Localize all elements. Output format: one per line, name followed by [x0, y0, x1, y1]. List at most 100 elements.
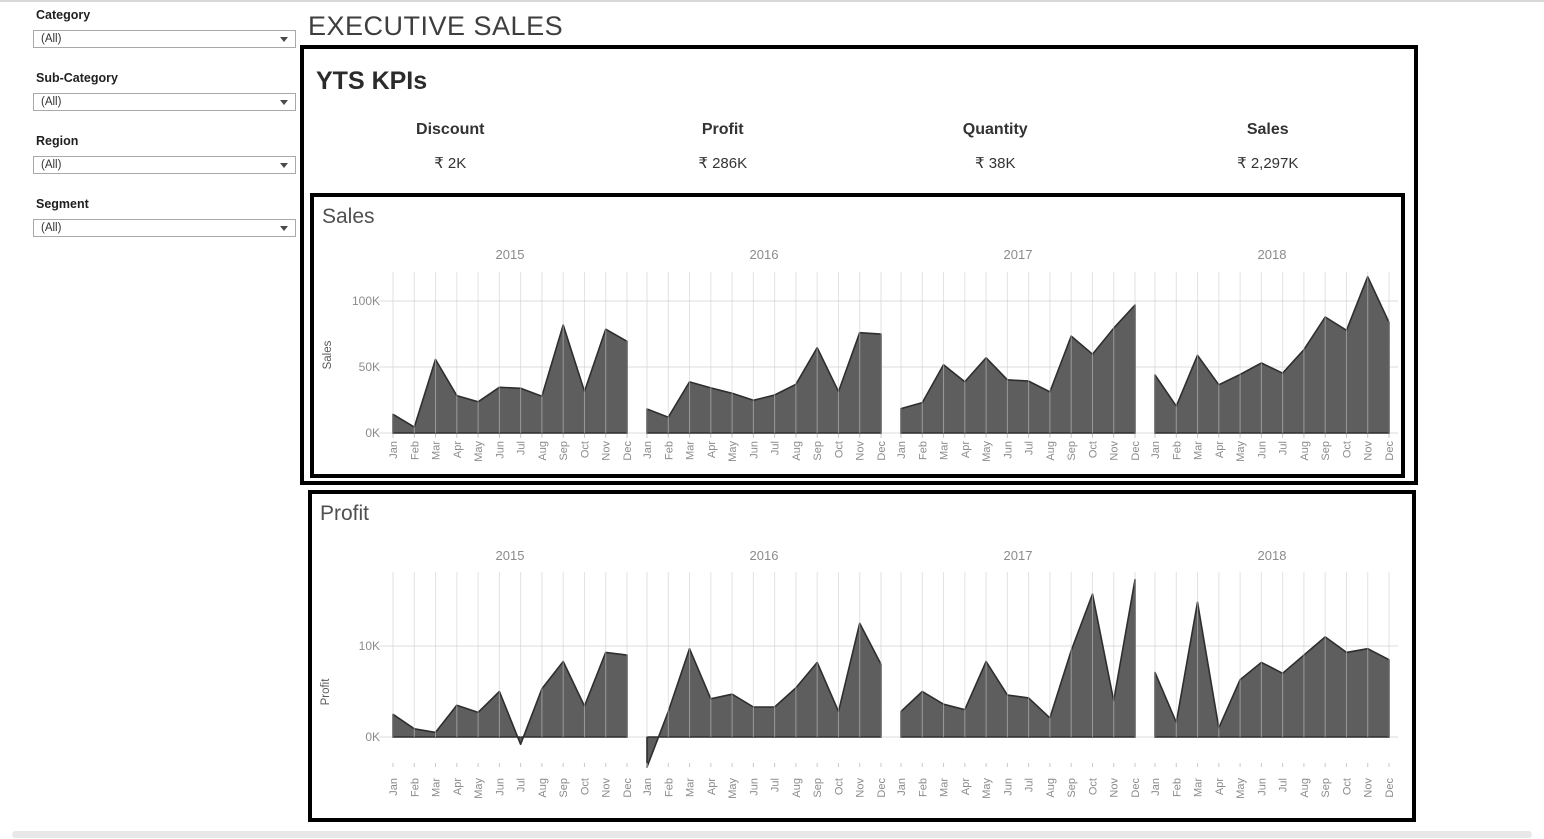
svg-text:Oct: Oct [833, 441, 845, 458]
chevron-down-icon [280, 99, 288, 105]
kpi-profit-label: Profit [701, 121, 744, 138]
svg-text:Oct: Oct [1087, 441, 1099, 458]
svg-text:Jun: Jun [748, 441, 760, 459]
svg-text:Apr: Apr [1214, 778, 1226, 795]
svg-text:Profit: Profit [320, 678, 332, 706]
svg-text:Jun: Jun [1002, 441, 1014, 459]
svg-text:Aug: Aug [1299, 441, 1311, 461]
svg-text:Nov: Nov [1109, 778, 1121, 798]
svg-text:Oct: Oct [579, 441, 591, 458]
svg-text:Jun: Jun [1256, 778, 1268, 796]
sub-category-filter-dropdown[interactable]: (All) [33, 93, 296, 111]
svg-text:Aug: Aug [1045, 778, 1057, 798]
kpi-quantity-label: Quantity [962, 121, 1028, 138]
page-title: EXECUTIVE SALES [308, 11, 564, 41]
svg-text:2016: 2016 [750, 548, 779, 563]
profit-area-chart[interactable]: 0K 10K Jan Feb Mar Apr May Jun Jul Aug Sep Oct Nov De… [312, 494, 1412, 818]
sales-chart-panel: Sales 0K 50K 100K Jan Feb Mar Apr May Jun Jul Aug S… [310, 193, 1405, 478]
svg-text:Feb: Feb [663, 441, 675, 460]
svg-text:Sales: Sales [322, 340, 334, 369]
svg-text:May: May [981, 778, 993, 799]
kpi-sales: Sales ₹ 2,297K [1132, 121, 1405, 172]
svg-text:May: May [1235, 778, 1247, 799]
svg-text:Apr: Apr [706, 441, 718, 458]
svg-text:Jul: Jul [516, 778, 528, 792]
svg-text:Jan: Jan [1150, 441, 1162, 459]
region-filter-dropdown[interactable]: (All) [33, 156, 296, 174]
svg-text:Mar: Mar [1193, 441, 1205, 460]
svg-text:May: May [727, 441, 739, 462]
svg-text:Mar: Mar [1193, 778, 1205, 797]
svg-text:Jun: Jun [1002, 778, 1014, 796]
svg-text:Jan: Jan [642, 441, 654, 459]
svg-text:Nov: Nov [855, 441, 867, 461]
svg-text:2015: 2015 [496, 548, 525, 563]
kpi-profit-value: ₹ 286K [698, 155, 748, 172]
svg-text:Jan: Jan [896, 441, 908, 459]
svg-text:Aug: Aug [791, 778, 803, 798]
segment-filter: Segment (All) [33, 197, 296, 237]
svg-text:Jul: Jul [1278, 441, 1290, 455]
chevron-down-icon [280, 36, 288, 42]
svg-text:Oct: Oct [1341, 441, 1353, 458]
sub-category-filter-value: (All) [41, 96, 62, 108]
svg-text:2018: 2018 [1258, 247, 1287, 262]
svg-text:Oct: Oct [579, 778, 591, 795]
svg-text:2015: 2015 [496, 247, 525, 262]
svg-text:Apr: Apr [1214, 441, 1226, 458]
svg-text:Jun: Jun [1256, 441, 1268, 459]
svg-text:Jul: Jul [770, 441, 782, 455]
svg-text:Nov: Nov [601, 778, 613, 798]
svg-text:Mar: Mar [685, 778, 697, 797]
svg-text:Jun: Jun [494, 441, 506, 459]
svg-text:Feb: Feb [917, 441, 929, 460]
kpi-discount-label: Discount [416, 121, 485, 138]
kpi-sales-value: ₹ 2,297K [1237, 155, 1299, 172]
svg-text:Apr: Apr [452, 441, 464, 458]
sub-category-filter-label: Sub-Category [36, 71, 118, 85]
svg-text:Dec: Dec [876, 441, 888, 461]
category-filter: Category (All) [33, 8, 296, 48]
region-filter-value: (All) [41, 159, 62, 171]
svg-text:Jul: Jul [1024, 778, 1036, 792]
svg-text:May: May [1235, 441, 1247, 462]
svg-text:Feb: Feb [409, 778, 421, 797]
filter-sidebar: Category (All) Sub-Category (All) Region… [0, 0, 300, 839]
svg-text:May: May [473, 778, 485, 799]
category-filter-dropdown[interactable]: (All) [33, 30, 296, 48]
svg-text:Aug: Aug [537, 441, 549, 461]
svg-text:Oct: Oct [1341, 778, 1353, 795]
profit-chart-panel: Profit 0K 10K Jan Feb Mar Apr May Jun Jul Aug Sep O… [308, 490, 1416, 822]
svg-text:Sep: Sep [1066, 778, 1078, 798]
svg-text:2016: 2016 [750, 247, 779, 262]
svg-text:Sep: Sep [1320, 441, 1332, 461]
svg-text:Mar: Mar [431, 778, 443, 797]
svg-text:Jan: Jan [388, 441, 400, 459]
svg-text:Oct: Oct [1087, 778, 1099, 795]
svg-text:Nov: Nov [855, 778, 867, 798]
svg-text:Apr: Apr [706, 778, 718, 795]
profit-chart-title: Profit [320, 502, 370, 525]
svg-text:Sep: Sep [558, 778, 570, 798]
svg-text:Apr: Apr [960, 778, 972, 795]
svg-text:Aug: Aug [1045, 441, 1057, 461]
segment-filter-dropdown[interactable]: (All) [33, 219, 296, 237]
svg-text:Sep: Sep [558, 441, 570, 461]
region-filter-label: Region [36, 134, 79, 148]
svg-text:Dec: Dec [1384, 441, 1396, 461]
svg-text:Aug: Aug [1299, 778, 1311, 798]
kpi-sales-label: Sales [1246, 121, 1289, 138]
svg-text:10K: 10K [359, 639, 380, 653]
svg-text:2017: 2017 [1004, 247, 1033, 262]
segment-filter-value: (All) [41, 222, 62, 234]
svg-text:2018: 2018 [1258, 548, 1287, 563]
svg-text:Sep: Sep [1066, 441, 1078, 461]
svg-text:50K: 50K [359, 360, 380, 374]
svg-text:Nov: Nov [1363, 778, 1375, 798]
svg-text:Jun: Jun [494, 778, 506, 796]
kpi-profit: Profit ₹ 286K [587, 121, 860, 172]
sales-area-chart[interactable]: 0K 50K 100K Jan Feb Mar Apr May Jun Jul Aug Sep Oct N… [314, 197, 1401, 474]
horizontal-scrollbar[interactable] [12, 831, 1532, 838]
svg-text:Feb: Feb [1171, 441, 1183, 460]
svg-text:Sep: Sep [812, 441, 824, 461]
